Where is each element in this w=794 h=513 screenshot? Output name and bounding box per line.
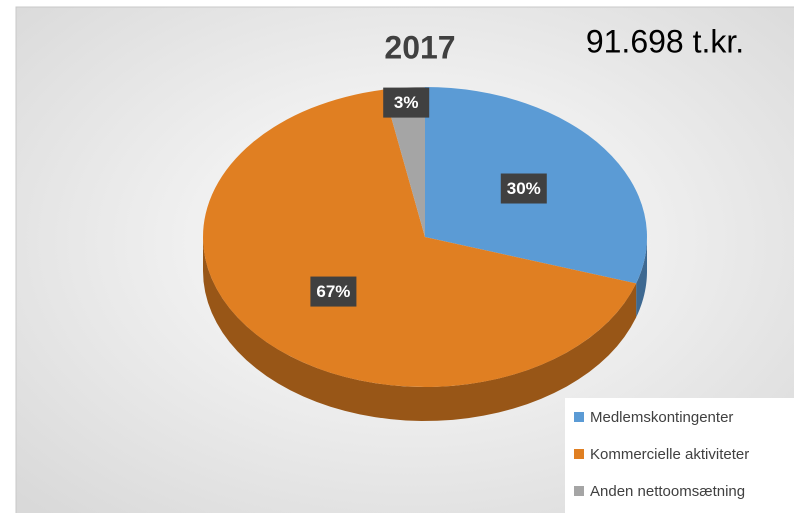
data-label: 30%	[507, 179, 541, 198]
slice-side	[203, 237, 637, 421]
slice-side	[636, 237, 647, 318]
legend-label: Anden nettoomsætning	[590, 483, 745, 500]
annotation: 91.698 t.kr.	[586, 23, 744, 59]
slice	[202, 89, 637, 387]
data-label-box	[383, 87, 430, 118]
legend-label: Kommercielle aktiviteter	[590, 446, 749, 463]
chart-title: 2017	[384, 29, 455, 65]
slice	[383, 87, 425, 237]
legend-label: Medlemskontingenter	[590, 409, 733, 426]
data-label: 3%	[394, 93, 419, 112]
legend-swatch	[574, 486, 584, 496]
legend-swatch	[574, 412, 584, 422]
data-label: 67%	[316, 282, 350, 301]
legend-box	[565, 398, 794, 513]
data-label-box	[500, 173, 547, 204]
data-label-box	[310, 276, 357, 307]
legend-swatch	[574, 449, 584, 459]
